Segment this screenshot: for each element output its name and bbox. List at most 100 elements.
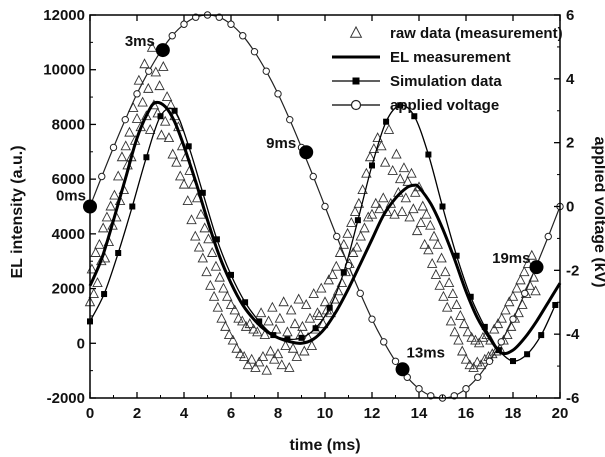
y-axis-title: EL intensity (a.u.) — [9, 145, 26, 278]
raw-data-point — [445, 315, 457, 326]
raw-data-point — [143, 82, 154, 93]
raw-data-point — [426, 257, 438, 268]
applied-voltage-marker — [109, 143, 118, 152]
simulation-data-marker — [524, 351, 531, 358]
raw-data-point — [394, 173, 406, 184]
raw-data-point — [460, 353, 472, 364]
raw-data-point — [150, 66, 162, 77]
raw-data-point — [526, 249, 538, 260]
raw-data-point — [190, 230, 201, 241]
raw-data-point — [517, 299, 528, 309]
raw-data-point — [139, 58, 150, 69]
raw-data-point — [109, 189, 120, 200]
axes — [89, 14, 561, 399]
simulation-data-marker — [453, 252, 460, 259]
raw-data-point — [212, 301, 224, 312]
raw-data-point — [199, 222, 210, 233]
raw-data-point — [515, 274, 526, 285]
raw-data-point — [477, 331, 489, 342]
raw-data-point — [325, 307, 336, 318]
raw-data-point — [250, 361, 261, 372]
annotation-label: 19ms — [492, 250, 530, 267]
raw-data-point — [210, 260, 222, 271]
raw-data-point — [259, 329, 271, 340]
raw-data-point — [387, 164, 398, 175]
raw-data-point — [120, 140, 131, 151]
raw-data-point — [107, 219, 118, 230]
raw-data-point — [270, 323, 282, 334]
raw-data-point — [248, 323, 259, 334]
annotation-marker — [395, 362, 410, 377]
raw-data-point — [470, 334, 481, 345]
applied-voltage-marker — [333, 232, 341, 241]
raw-data-point — [220, 320, 231, 331]
raw-data-point — [451, 299, 462, 309]
raw-data-point — [278, 296, 289, 307]
raw-data-point — [453, 334, 464, 345]
raw-data-point — [261, 364, 272, 375]
raw-data-point — [280, 340, 291, 350]
raw-data-point — [472, 356, 483, 367]
raw-data-point — [530, 285, 541, 296]
x-tick-label: 4 — [180, 405, 189, 422]
raw-data-point — [297, 320, 308, 331]
raw-data-point — [154, 80, 165, 91]
raw-data-point — [116, 151, 128, 162]
applied-voltage-marker — [309, 172, 317, 181]
simulation-data-marker — [143, 154, 150, 161]
simulation-data-marker — [411, 113, 418, 120]
el-measurement-series — [88, 100, 562, 356]
raw-data-point — [443, 277, 455, 288]
raw-data-point — [315, 282, 327, 293]
raw-data-point — [171, 156, 182, 167]
y2-tick-label: -6 — [566, 390, 579, 407]
simulation-data-marker — [115, 250, 122, 257]
raw-data-point — [505, 320, 517, 331]
simulation-data-marker — [228, 271, 234, 278]
raw-data-point — [417, 200, 429, 211]
raw-data-point — [334, 247, 346, 257]
raw-data-point — [430, 268, 442, 279]
raw-data-point — [88, 288, 100, 298]
applied-voltage-marker — [227, 20, 235, 28]
raw-data-point — [438, 290, 449, 301]
raw-data-point — [231, 342, 242, 353]
raw-data-point — [423, 244, 434, 255]
raw-data-point — [475, 359, 487, 370]
raw-data-point — [156, 129, 167, 140]
applied-voltage-marker — [497, 338, 505, 346]
raw-data-point — [404, 211, 415, 222]
y2-tick-label: 2 — [566, 135, 574, 152]
x-tick-label: 16 — [458, 405, 475, 422]
raw-data-point — [221, 290, 233, 301]
raw-data-point — [389, 208, 400, 219]
tick-labels: 0 2 4 6 8 10 12 14 16 18 20-2000020004000600080001… — [43, 7, 580, 422]
applied-voltage-marker — [274, 90, 282, 98]
applied-voltage-marker — [180, 20, 188, 28]
raw-data-point — [440, 266, 451, 277]
y-tick-label: 8000 — [52, 116, 85, 133]
raw-data-point — [304, 312, 316, 323]
raw-data-point — [287, 342, 299, 353]
raw-data-point — [379, 156, 391, 167]
raw-data-point — [227, 334, 239, 345]
raw-data-point — [466, 331, 477, 342]
applied-voltage-marker — [168, 32, 176, 40]
raw-data-point — [314, 309, 325, 320]
raw-data-point — [383, 123, 395, 134]
raw-data-point — [511, 282, 523, 293]
applied-voltage-marker — [262, 67, 270, 75]
y2-tick-label: 0 — [566, 199, 574, 216]
annotation-label: 13ms — [407, 344, 445, 361]
raw-data-point — [357, 184, 368, 195]
raw-data-point — [272, 348, 284, 359]
raw-data-point — [178, 178, 190, 189]
x-axis-title: time (ms) — [289, 437, 360, 454]
raw-data-point — [370, 197, 382, 208]
simulation-data-marker — [383, 118, 390, 125]
raw-data-point — [92, 277, 103, 288]
raw-data-point — [101, 211, 113, 222]
applied-voltage-marker — [368, 315, 376, 323]
raw-data-point — [186, 214, 197, 225]
y2-tick-label: 4 — [566, 71, 575, 88]
